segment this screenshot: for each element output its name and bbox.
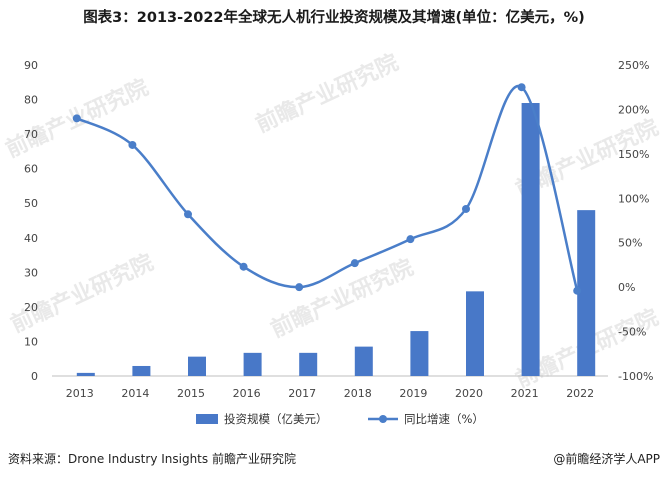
x-axis-labels: 2013 2014 2015 2016 2017 2018 2019 2020 2021 2022: [66, 387, 594, 400]
bar-2020: [466, 291, 484, 376]
left-axis-tick-label: 40: [24, 232, 38, 245]
growth-point-2015: [184, 210, 192, 219]
right-axis-tick-label: 150%: [618, 148, 649, 161]
growth-point-2020: [462, 204, 470, 213]
right-axis-tick-label: 100%: [618, 192, 649, 205]
x-axis-tick-label: 2013: [66, 387, 94, 400]
bar-2016: [243, 352, 262, 376]
right-axis-tick-label: 250%: [618, 59, 649, 72]
growth-point-2017: [295, 283, 304, 292]
left-axis-tick-label: 70: [24, 128, 38, 141]
watermark-text: 前瞻产业研究院: [267, 254, 418, 343]
legend-bar-label: 投资规模（亿美元）: [224, 412, 328, 426]
left-axis-tick-label: 20: [24, 301, 38, 314]
left-axis-tick-label: 80: [24, 94, 38, 107]
left-axis-tick-label: 30: [24, 266, 38, 279]
left-axis-tick-label: 60: [24, 163, 38, 176]
growth-point-2019: [406, 235, 415, 244]
growth-point-2014: [128, 140, 137, 149]
left-axis-tick-label: 0: [31, 370, 38, 383]
bar-2017: [299, 352, 318, 376]
watermark-layer: 前瞻产业研究院前瞻产业研究院前瞻产业研究院前瞻产业研究院前瞻产业研究院前瞻产业研…: [2, 49, 663, 393]
left-y-axis: 0 10 20 30 40 50 60 70 80 90: [24, 59, 38, 383]
x-axis-tick-label: 2014: [121, 387, 149, 400]
legend-line-label: 同比增速（%）: [404, 412, 484, 426]
bar-2013: [76, 372, 95, 376]
bar-2021: [521, 103, 540, 376]
bar-2015: [188, 356, 206, 376]
right-y-axis: -100% -50% 0% 50% 100% 150% 200% 250%: [618, 59, 653, 383]
bar-series: [76, 103, 596, 376]
right-axis-tick-label: -50%: [618, 326, 646, 339]
bar-2019: [410, 331, 429, 376]
x-axis-tick-label: 2016: [233, 387, 261, 400]
x-axis-tick-label: 2015: [177, 387, 205, 400]
legend-bar-swatch: [196, 414, 218, 424]
x-axis-tick-label: 2019: [399, 387, 427, 400]
legend-line-marker: [379, 415, 387, 423]
growth-point-2016: [239, 262, 248, 271]
x-axis-tick-label: 2020: [455, 387, 483, 400]
growth-point-2021: [517, 83, 526, 92]
watermark-text: 前瞻产业研究院: [252, 49, 403, 138]
x-axis-tick-label: 2017: [288, 387, 316, 400]
bar-2022: [577, 210, 596, 376]
left-axis-tick-label: 50: [24, 197, 38, 210]
growth-rate-line: [76, 84, 579, 292]
left-axis-tick-label: 90: [24, 59, 38, 72]
x-axis-tick-label: 2021: [511, 387, 539, 400]
source-note: 资料来源：Drone Industry Insights 前瞻产业研究院: [8, 452, 296, 466]
legend: 投资规模（亿美元） 同比增速（%）: [196, 412, 484, 426]
bar-2018: [354, 346, 373, 376]
growth-point-2018: [350, 259, 359, 268]
bar-2014: [132, 365, 151, 376]
growth-point-2013: [72, 114, 81, 123]
right-axis-tick-label: -100%: [618, 370, 653, 383]
chart-title: 图表3：2013-2022年全球无人机行业投资规模及其增速(单位：亿美元，%): [83, 10, 585, 26]
line-series: [72, 83, 582, 295]
credit-note: @前瞻经济学人APP: [553, 452, 660, 466]
left-axis-tick-label: 10: [24, 335, 38, 348]
right-axis-tick-label: 200%: [618, 103, 649, 116]
right-axis-tick-label: 0%: [618, 281, 635, 294]
watermark-text: 前瞻产业研究院: [7, 249, 158, 338]
x-axis-tick-label: 2022: [566, 387, 594, 400]
growth-point-2022: [573, 286, 582, 295]
right-axis-tick-label: 50%: [618, 237, 642, 250]
x-axis-tick-label: 2018: [344, 387, 372, 400]
